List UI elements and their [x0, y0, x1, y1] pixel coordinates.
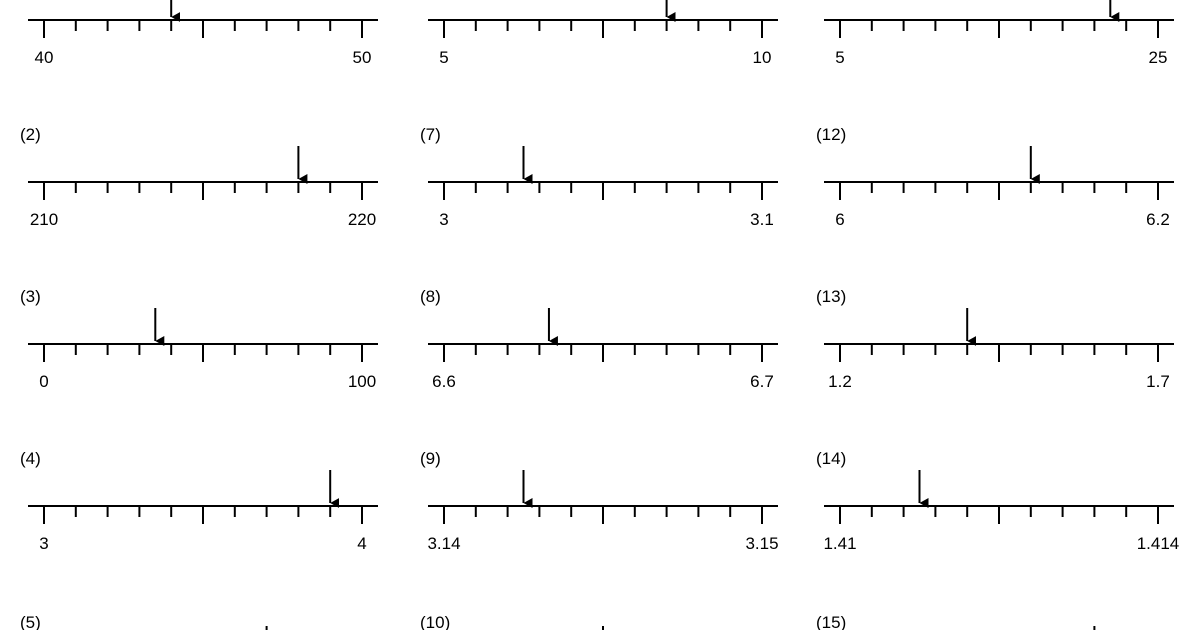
problem-number: (13) [816, 287, 846, 306]
end-label: 6.7 [750, 372, 774, 391]
start-label: 5 [439, 48, 448, 67]
end-label: 50 [353, 48, 372, 67]
end-label: 4 [357, 534, 366, 553]
start-label: 3.14 [427, 534, 460, 553]
number-line-problem: (3) 0 100 [20, 287, 378, 391]
end-label: 220 [348, 210, 376, 229]
number-line-problem: 40 50 [28, 0, 378, 67]
start-label: 40 [35, 48, 54, 67]
start-label: 1.41 [823, 534, 856, 553]
problems-group: 40 50 (2) 210 220 (3) 0 100 (4) 3 4 (5) 5 10 (7) 3 3.1 (8… [20, 0, 1179, 630]
start-label: 5 [835, 48, 844, 67]
number-line-problem: (7) 3 3.1 [420, 125, 778, 229]
end-label: 1.414 [1137, 534, 1180, 553]
number-line-problem: (12) 6 6.2 [816, 125, 1174, 229]
problem-number: (12) [816, 125, 846, 144]
end-label: 25 [1149, 48, 1168, 67]
number-line-problem: 5 10 [428, 0, 778, 67]
start-label: 1.2 [828, 372, 852, 391]
number-line-problem: (10) [420, 613, 604, 630]
start-label: 0 [39, 372, 48, 391]
start-label: 210 [30, 210, 58, 229]
end-label: 10 [753, 48, 772, 67]
problem-number: (9) [420, 449, 441, 468]
number-line-problem: (5) [20, 613, 268, 630]
start-label: 6.6 [432, 372, 456, 391]
problem-number: (2) [20, 125, 41, 144]
number-line-problem: (8) 6.6 6.7 [420, 287, 778, 391]
number-line-problem: (9) 3.14 3.15 [420, 449, 779, 553]
problem-number: (15) [816, 613, 846, 630]
end-label: 3.1 [750, 210, 774, 229]
start-label: 3 [39, 534, 48, 553]
problem-number: (4) [20, 449, 41, 468]
number-line-problem: (13) 1.2 1.7 [816, 287, 1174, 391]
number-line-problem: (15) [816, 613, 1096, 630]
start-label: 6 [835, 210, 844, 229]
end-label: 1.7 [1146, 372, 1170, 391]
problem-number: (14) [816, 449, 846, 468]
end-label: 6.2 [1146, 210, 1170, 229]
number-line-problem: 5 25 [824, 0, 1174, 67]
end-label: 100 [348, 372, 376, 391]
problem-number: (7) [420, 125, 441, 144]
number-line-problem: (2) 210 220 [20, 125, 378, 229]
problem-number: (10) [420, 613, 450, 630]
problem-number: (8) [420, 287, 441, 306]
number-line-problem: (4) 3 4 [20, 449, 378, 553]
end-label: 3.15 [745, 534, 778, 553]
problem-number: (3) [20, 287, 41, 306]
problem-number: (5) [20, 613, 41, 630]
start-label: 3 [439, 210, 448, 229]
number-line-problem: (14) 1.41 1.414 [816, 449, 1179, 553]
